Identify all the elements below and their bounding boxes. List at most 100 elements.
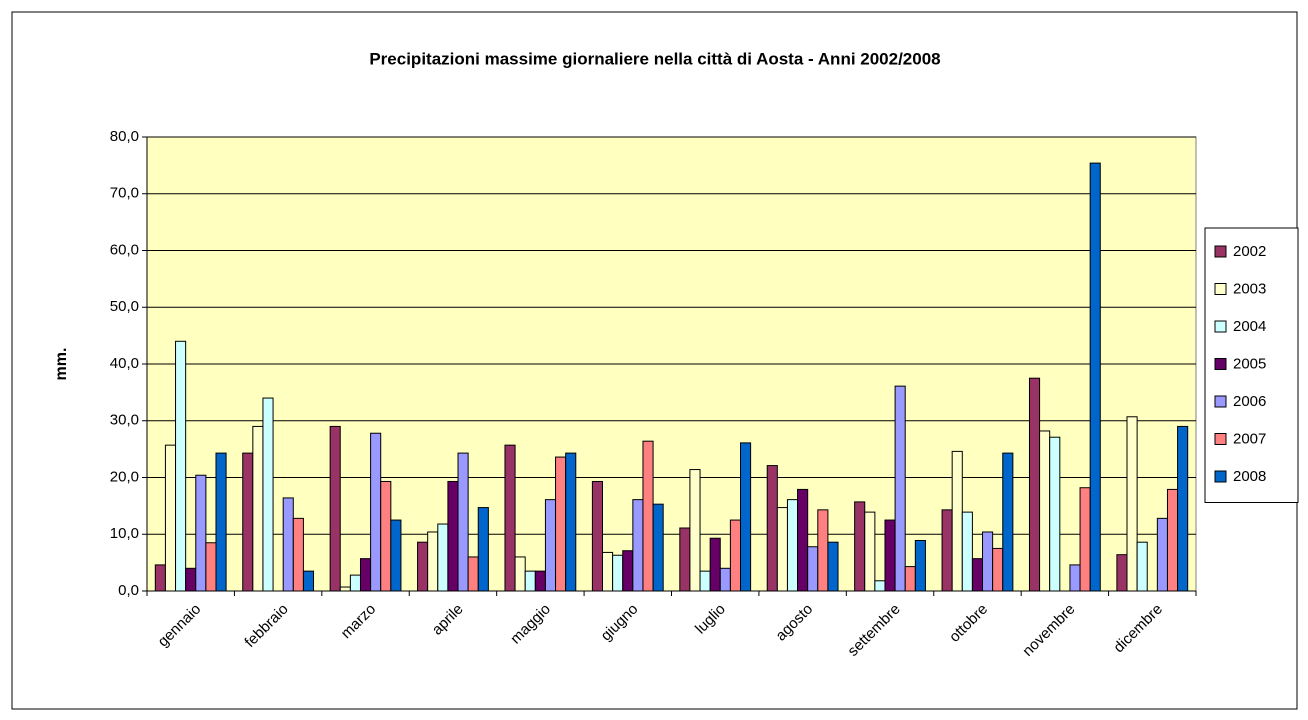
bar [1049, 436, 1061, 592]
bar [827, 541, 839, 592]
bar [457, 452, 469, 592]
bar [612, 554, 624, 592]
bar [874, 580, 886, 592]
y-axis-title: mm. [53, 348, 70, 381]
bar [390, 519, 402, 592]
bar [417, 541, 429, 592]
bar [1136, 541, 1148, 592]
bar [292, 517, 304, 592]
bar [904, 566, 916, 592]
bar [807, 546, 819, 592]
legend-swatch [1214, 395, 1227, 408]
bar [622, 550, 634, 592]
bar [699, 570, 711, 592]
bar [252, 425, 264, 592]
bar [1126, 416, 1138, 592]
bar [154, 564, 166, 592]
legend-label: 2004 [1233, 318, 1266, 335]
y-tick-label: 50,0 [110, 298, 139, 315]
bar [175, 340, 187, 592]
bar [427, 531, 439, 592]
bar [565, 452, 577, 592]
bar [951, 450, 963, 592]
y-tick-label: 70,0 [110, 185, 139, 202]
legend-swatch [1214, 245, 1227, 258]
bar [380, 480, 392, 592]
bar [329, 425, 341, 592]
bar [164, 444, 177, 592]
bar [652, 503, 664, 592]
bar [961, 511, 973, 592]
bar [1156, 517, 1168, 592]
bar [447, 480, 459, 592]
bar [719, 567, 731, 592]
bar [205, 542, 217, 592]
bar [632, 499, 644, 592]
y-tick-label: 60,0 [110, 241, 139, 258]
legend-label: 2002 [1233, 243, 1266, 260]
legend-swatch [1214, 283, 1227, 295]
bar [437, 523, 449, 592]
bar [349, 574, 361, 592]
legend-swatch [1214, 358, 1227, 370]
bar [370, 432, 382, 592]
legend-label: 2003 [1233, 280, 1266, 297]
bar [1166, 488, 1179, 592]
bar [602, 551, 614, 592]
y-tick-label: 40,0 [110, 355, 139, 372]
chart-title: Precipitazioni massime giornaliere nella… [369, 49, 940, 68]
bar [1002, 452, 1014, 592]
legend-label: 2007 [1233, 430, 1266, 447]
legend-swatch [1214, 320, 1227, 333]
bar [339, 586, 351, 592]
bar [914, 539, 926, 592]
bar [786, 499, 799, 592]
bar [282, 497, 294, 592]
bar [591, 480, 604, 592]
bar [1039, 430, 1051, 592]
bar [992, 547, 1004, 592]
bar [642, 440, 654, 592]
bar [941, 509, 953, 592]
bar [262, 397, 274, 592]
bar [1089, 162, 1101, 592]
bar [894, 385, 906, 592]
bar [971, 558, 984, 592]
bar [534, 570, 546, 592]
legend-swatch [1214, 433, 1227, 445]
y-tick-label: 30,0 [110, 412, 139, 429]
bar [1177, 425, 1189, 592]
bar [504, 444, 516, 592]
bar [766, 465, 778, 592]
bar [776, 507, 788, 592]
bar [215, 452, 227, 592]
bar [302, 570, 315, 592]
bar [514, 556, 526, 592]
bar [689, 469, 701, 592]
legend-swatch [1214, 470, 1227, 483]
bar [555, 456, 567, 592]
bar [524, 570, 536, 592]
legend-label: 2005 [1233, 355, 1266, 372]
bar [242, 452, 254, 592]
bar [982, 531, 994, 592]
y-tick-label: 0,0 [118, 582, 139, 599]
bar [679, 527, 691, 592]
bar [854, 501, 866, 592]
bar [195, 474, 207, 592]
bar [817, 509, 829, 592]
bar [1069, 564, 1081, 592]
y-tick-label: 10,0 [110, 525, 139, 542]
bar [1116, 554, 1128, 592]
bar [185, 567, 197, 592]
bar [729, 519, 741, 592]
bar [709, 537, 721, 592]
bar [797, 488, 809, 592]
bar [359, 558, 372, 592]
bar [884, 519, 896, 592]
bar [544, 499, 557, 592]
legend-label: 2008 [1233, 468, 1266, 485]
bar [864, 511, 876, 592]
y-tick-label: 20,0 [110, 468, 139, 485]
